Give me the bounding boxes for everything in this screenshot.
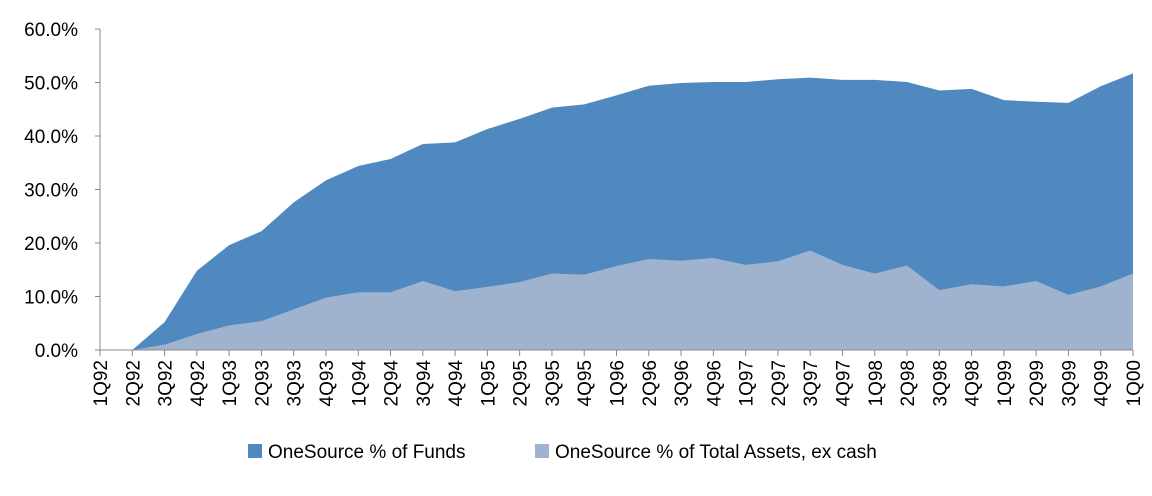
x-tick-label: 3Q94 <box>414 360 435 407</box>
x-tick-label: 1Q92 <box>91 360 112 406</box>
x-tick-label: 1Q96 <box>608 360 629 406</box>
x-tick-label: 3Q92 <box>156 360 177 406</box>
x-tick-label: 4Q92 <box>188 360 209 406</box>
x-tick-label: 1Q94 <box>349 360 370 407</box>
x-tick-label: 2Q94 <box>382 360 403 407</box>
x-tick-label: 2Q92 <box>123 360 144 406</box>
legend-swatch <box>535 444 549 458</box>
x-tick-label: 4Q97 <box>833 360 854 406</box>
x-tick-label: 1Q98 <box>866 360 887 406</box>
x-tick-label: 3Q96 <box>672 360 693 406</box>
x-tick-label: 3Q97 <box>801 360 822 406</box>
y-tick-label: 50.0% <box>24 74 78 95</box>
x-tick-label: 3Q98 <box>930 360 951 406</box>
x-tick-label: 1Q97 <box>737 360 758 406</box>
x-tick-label: 4Q95 <box>575 360 596 406</box>
x-tick-label: 1Q00 <box>1124 360 1145 406</box>
x-tick-label: 2Q99 <box>1027 360 1048 406</box>
x-tick-label: 4Q94 <box>446 360 467 407</box>
x-tick-label: 4Q99 <box>1092 360 1113 406</box>
legend-label: OneSource % of Funds <box>268 442 466 463</box>
y-tick-label: 60.0% <box>24 20 78 41</box>
y-tick-label: 40.0% <box>24 127 78 148</box>
y-tick-label: 10.0% <box>24 288 78 309</box>
x-tick-label: 2Q96 <box>640 360 661 406</box>
x-tick-label: 3Q95 <box>543 360 564 406</box>
x-tick-label: 1Q93 <box>220 360 241 406</box>
x-tick-label: 3Q99 <box>1059 360 1080 406</box>
x-tick-label: 3Q93 <box>285 360 306 406</box>
x-tick-label: 2Q97 <box>769 360 790 406</box>
x-tick-label: 1Q95 <box>478 360 499 406</box>
legend-swatch <box>248 444 262 458</box>
legend-label: OneSource % of Total Assets, ex cash <box>555 442 877 463</box>
x-tick-label: 4Q93 <box>317 360 338 406</box>
x-tick-label: 2Q95 <box>511 360 532 406</box>
x-tick-label: 2Q98 <box>898 360 919 406</box>
x-tick-label: 4Q96 <box>704 360 725 406</box>
y-tick-label: 30.0% <box>24 181 78 202</box>
y-tick-label: 0.0% <box>35 341 78 362</box>
x-tick-label: 4Q98 <box>963 360 984 406</box>
area <box>132 250 1133 350</box>
y-tick-label: 20.0% <box>24 234 78 255</box>
x-tick-label: 1Q99 <box>995 360 1016 406</box>
x-tick-label: 2Q93 <box>252 360 273 406</box>
